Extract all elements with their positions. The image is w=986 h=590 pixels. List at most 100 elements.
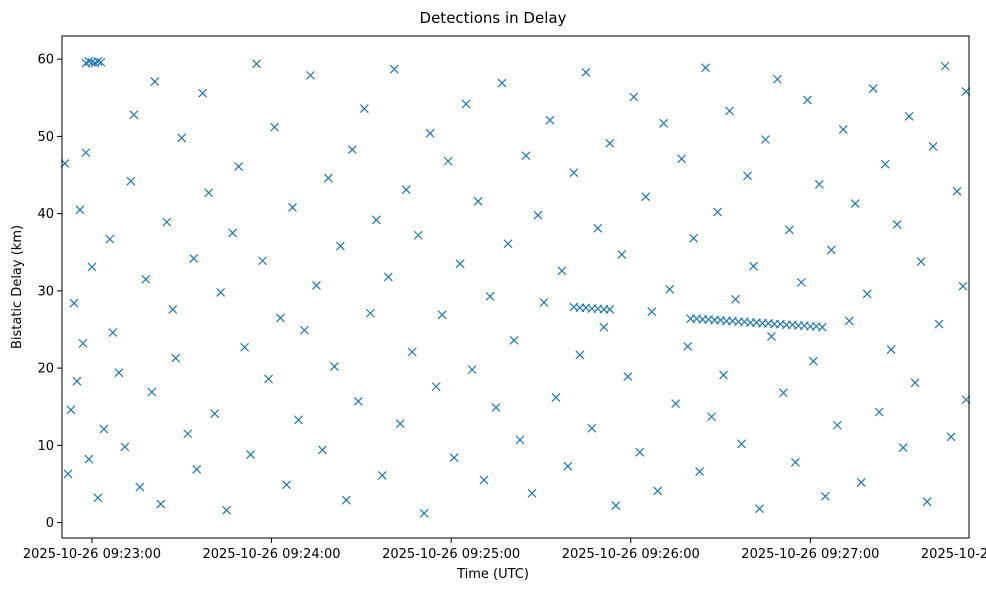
data-point — [120, 442, 130, 452]
data-point — [449, 453, 459, 463]
data-point — [826, 245, 836, 255]
data-point — [300, 325, 309, 335]
data-point — [87, 262, 97, 272]
data-point — [437, 310, 447, 320]
data-point — [210, 409, 220, 419]
data-point — [515, 435, 525, 445]
data-point — [395, 419, 405, 429]
data-point — [78, 338, 88, 348]
y-axis-label: Bistatic Delay (km) — [10, 225, 25, 349]
data-point — [162, 217, 172, 227]
data-point — [192, 464, 202, 474]
data-point — [365, 308, 375, 318]
data-point — [401, 185, 411, 195]
data-point — [521, 151, 531, 161]
data-point — [258, 256, 267, 266]
data-point — [234, 162, 244, 171]
data-point — [725, 106, 734, 116]
data-point — [93, 57, 103, 66]
data-point — [126, 176, 136, 186]
data-point — [599, 322, 609, 332]
y-tick-label: 50 — [37, 130, 54, 145]
data-point — [611, 501, 621, 510]
data-point — [473, 196, 483, 206]
data-point — [868, 84, 878, 93]
data-point — [671, 399, 681, 409]
data-point — [910, 378, 920, 388]
data-point — [108, 328, 118, 337]
data-point — [539, 298, 549, 307]
data-point — [150, 77, 160, 86]
data-point — [141, 274, 151, 284]
data-point — [790, 457, 800, 467]
data-point — [105, 234, 115, 244]
data-points — [60, 57, 971, 518]
data-point — [323, 173, 333, 183]
data-point — [838, 125, 848, 134]
data-point — [371, 215, 381, 225]
data-point — [593, 223, 603, 233]
data-point — [808, 356, 818, 366]
data-point — [695, 467, 705, 477]
data-point — [653, 486, 663, 496]
x-tick-label: 2025-10-26 09:27:00 — [741, 547, 879, 562]
data-point — [778, 388, 788, 398]
data-point — [461, 99, 471, 109]
data-point — [419, 508, 429, 518]
data-point — [383, 272, 393, 282]
data-point — [431, 382, 441, 392]
data-point — [958, 281, 968, 291]
data-point — [683, 342, 693, 351]
data-point — [701, 63, 711, 73]
data-point — [916, 257, 926, 266]
data-point — [817, 322, 827, 332]
data-point — [359, 104, 369, 114]
data-point — [63, 469, 73, 479]
data-point — [635, 447, 645, 457]
data-point — [647, 307, 657, 317]
data-point — [713, 207, 722, 217]
data-point — [335, 241, 345, 251]
data-point — [84, 454, 94, 464]
data-point — [551, 393, 561, 402]
data-point — [802, 95, 812, 105]
data-point — [240, 342, 250, 352]
data-point — [503, 239, 513, 249]
data-point — [928, 142, 938, 151]
chart-title: Detections in Delay — [420, 9, 567, 27]
y-tick-label: 20 — [37, 362, 54, 377]
data-point — [276, 313, 285, 323]
data-point — [784, 225, 794, 235]
data-point — [147, 387, 157, 397]
data-point — [168, 304, 178, 314]
data-point — [749, 261, 758, 271]
data-point — [904, 111, 914, 121]
data-point — [892, 220, 902, 229]
data-point — [862, 289, 872, 299]
data-point — [306, 70, 315, 80]
data-point — [820, 491, 830, 501]
data-point — [171, 353, 181, 363]
x-tick-label: 2025-10-26 09:26:00 — [562, 547, 700, 562]
data-point — [99, 424, 109, 434]
data-point — [707, 412, 716, 422]
data-point — [389, 64, 399, 74]
data-point — [946, 432, 956, 442]
data-point — [252, 59, 261, 69]
data-point — [129, 110, 139, 120]
data-point — [898, 443, 908, 453]
data-point — [93, 493, 103, 503]
data-point — [264, 374, 273, 384]
data-point — [772, 74, 782, 84]
data-point — [288, 203, 297, 212]
data-point — [934, 319, 944, 329]
data-point — [629, 92, 639, 102]
data-point — [69, 298, 79, 308]
data-point — [737, 439, 746, 449]
data-point — [850, 199, 860, 209]
data-point — [347, 145, 357, 154]
data-point — [329, 362, 339, 371]
data-point — [587, 423, 597, 433]
data-point — [270, 122, 279, 132]
